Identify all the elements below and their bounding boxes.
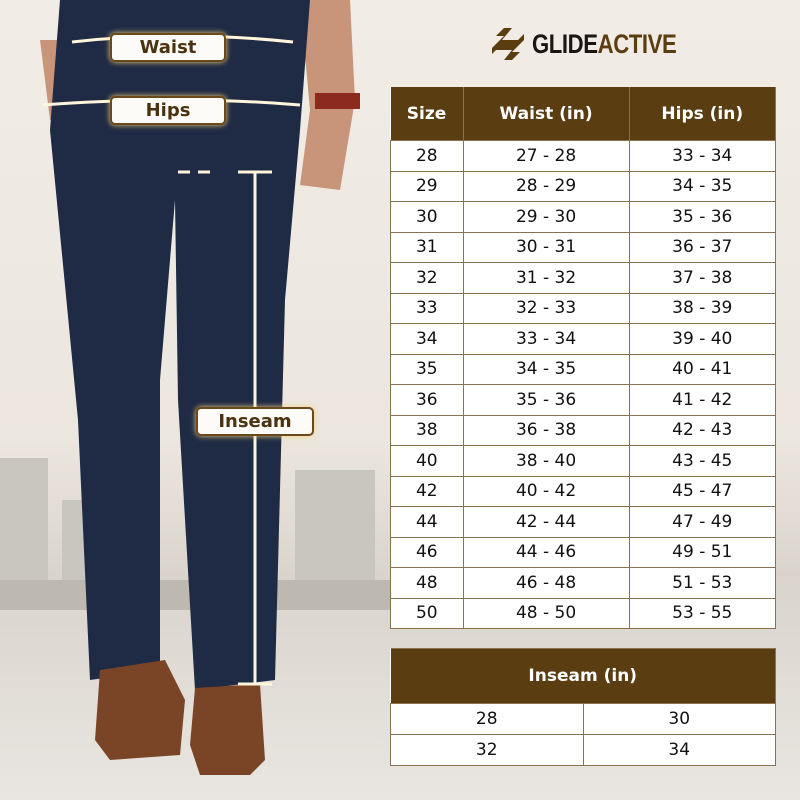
watch: [315, 93, 360, 109]
waist-label: Waist: [110, 33, 226, 62]
inseam-cell: 32: [390, 734, 584, 766]
inseam-label: Inseam: [196, 407, 314, 436]
brand-logo: GLIDE ACTIVE: [490, 24, 708, 64]
table-row: 40 38 - 40 43 - 45: [390, 445, 777, 477]
size-cell: 42: [390, 475, 464, 507]
hips-cell: 45 - 47: [628, 475, 777, 507]
waist-cell: 38 - 40: [462, 445, 630, 477]
inseam-cell: 34: [582, 734, 776, 766]
header-inseam: Inseam (in): [390, 648, 776, 704]
hips-cell: 38 - 39: [628, 292, 777, 324]
size-cell: 28: [390, 140, 464, 172]
waist-cell: 29 - 30: [462, 201, 630, 233]
hips-cell: 40 - 41: [628, 353, 777, 385]
pants-model-photo: [0, 0, 390, 775]
waist-cell: 42 - 44: [462, 506, 630, 538]
table-row: 31 30 - 31 36 - 37: [390, 231, 777, 263]
waist-cell: 48 - 50: [462, 597, 630, 629]
hips-cell: 51 - 53: [628, 567, 777, 599]
waist-cell: 44 - 46: [462, 536, 630, 568]
size-cell: 34: [390, 323, 464, 355]
table-row: 28 27 - 28 33 - 34: [390, 140, 777, 172]
table-row: 32 31 - 32 37 - 38: [390, 262, 777, 294]
left-shoe: [95, 660, 185, 760]
inseam-table: Inseam (in) 28 30 32 34: [390, 648, 776, 766]
size-cell: 35: [390, 353, 464, 385]
table-row: 44 42 - 44 47 - 49: [390, 506, 777, 538]
hips-cell: 36 - 37: [628, 231, 777, 263]
table-row: 33 32 - 33 38 - 39: [390, 292, 777, 324]
hips-cell: 35 - 36: [628, 201, 777, 233]
size-cell: 50: [390, 597, 464, 629]
brand-name-part1: GLIDE: [532, 28, 598, 59]
size-cell: 32: [390, 262, 464, 294]
waist-cell: 40 - 42: [462, 475, 630, 507]
waist-cell: 33 - 34: [462, 323, 630, 355]
right-shoe: [190, 684, 265, 775]
hips-cell: 43 - 45: [628, 445, 777, 477]
hips-cell: 39 - 40: [628, 323, 777, 355]
table-row: 38 36 - 38 42 - 43: [390, 414, 777, 446]
brand-name-part2: ACTIVE: [597, 28, 677, 59]
size-cell: 29: [390, 170, 464, 202]
hips-cell: 53 - 55: [628, 597, 777, 629]
hips-cell: 41 - 42: [628, 384, 777, 416]
size-cell: 46: [390, 536, 464, 568]
size-cell: 48: [390, 567, 464, 599]
size-cell: 38: [390, 414, 464, 446]
waist-cell: 36 - 38: [462, 414, 630, 446]
table-row: 32 34: [390, 734, 776, 766]
table-row: 36 35 - 36 41 - 42: [390, 384, 777, 416]
hips-cell: 49 - 51: [628, 536, 777, 568]
waist-cell: 31 - 32: [462, 262, 630, 294]
header-size: Size: [390, 87, 464, 141]
size-cell: 31: [390, 231, 464, 263]
inseam-cell: 30: [582, 703, 776, 735]
size-cell: 33: [390, 292, 464, 324]
hips-cell: 37 - 38: [628, 262, 777, 294]
waist-cell: 30 - 31: [462, 231, 630, 263]
table-row: 34 33 - 34 39 - 40: [390, 323, 777, 355]
waist-cell: 46 - 48: [462, 567, 630, 599]
stylized-s-icon: [492, 28, 524, 60]
size-cell: 30: [390, 201, 464, 233]
waist-cell: 35 - 36: [462, 384, 630, 416]
table-row: 30 29 - 30 35 - 36: [390, 201, 777, 233]
waist-cell: 28 - 29: [462, 170, 630, 202]
table-row: 50 48 - 50 53 - 55: [390, 597, 777, 629]
size-cell: 44: [390, 506, 464, 538]
header-hips: Hips (in): [628, 87, 777, 141]
size-table-header: Size Waist (in) Hips (in): [390, 87, 777, 141]
hips-cell: 34 - 35: [628, 170, 777, 202]
waist-cell: 32 - 33: [462, 292, 630, 324]
hips-label: Hips: [110, 96, 226, 125]
size-cell: 36: [390, 384, 464, 416]
table-row: 28 30: [390, 703, 776, 735]
waist-cell: 34 - 35: [462, 353, 630, 385]
hips-cell: 33 - 34: [628, 140, 777, 172]
table-row: 46 44 - 46 49 - 51: [390, 536, 777, 568]
hips-cell: 42 - 43: [628, 414, 777, 446]
table-row: 29 28 - 29 34 - 35: [390, 170, 777, 202]
size-table: Size Waist (in) Hips (in) 28 27 - 28 33 - …: [390, 87, 777, 629]
header-waist: Waist (in): [462, 87, 630, 141]
table-row: 48 46 - 48 51 - 53: [390, 567, 777, 599]
size-cell: 40: [390, 445, 464, 477]
table-row: 42 40 - 42 45 - 47: [390, 475, 777, 507]
inseam-cell: 28: [390, 703, 584, 735]
waist-cell: 27 - 28: [462, 140, 630, 172]
table-row: 35 34 - 35 40 - 41: [390, 353, 777, 385]
hips-cell: 47 - 49: [628, 506, 777, 538]
